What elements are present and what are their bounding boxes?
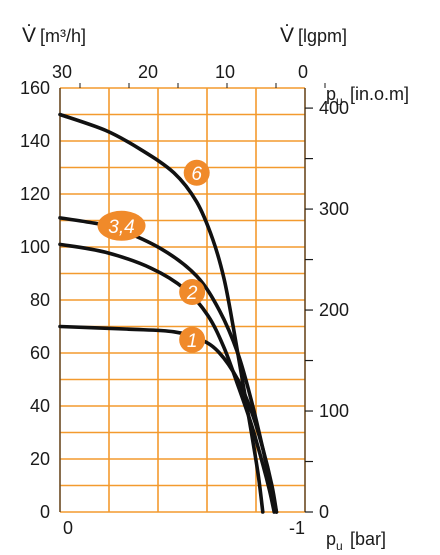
right-tick-label: 400: [319, 98, 349, 118]
pump-curve-6: [58, 112, 265, 514]
bottom-axis-title: p u [bar]: [326, 529, 386, 553]
left-tick-label: 20: [30, 449, 50, 469]
top-tick-label: 0: [298, 62, 308, 82]
left-tick-label: 160: [20, 78, 50, 98]
left-axis-unit: [m³/h]: [40, 26, 86, 46]
right-axis-title: p u [in.o.m]: [326, 84, 409, 108]
top-tick-label: 10: [215, 62, 235, 82]
curve-marker-badge: [183, 159, 210, 186]
left-tick-label: 0: [40, 502, 50, 522]
left-tick-label: 140: [20, 131, 50, 151]
curve-markers: 123,46: [97, 159, 210, 353]
curve-marker-2: 2: [179, 279, 206, 306]
right-tick-label: 0: [319, 502, 329, 522]
left-tick-label: 80: [30, 290, 50, 310]
left-tick-label: 60: [30, 343, 50, 363]
curve-marker-label: 2: [186, 283, 198, 304]
bottom-axis-unit: [bar]: [350, 529, 386, 549]
pump-curve-2: [58, 242, 276, 514]
pump-curve-3-4: [58, 216, 279, 514]
curve-marker-badge: [179, 279, 206, 306]
curve-marker-badge: [97, 210, 146, 241]
curve-marker-label: 1: [187, 331, 198, 352]
bottom-tick-label: 0: [63, 518, 73, 538]
top-right-axis-title: V̇ [lgpm]: [280, 24, 347, 47]
right-axis-symbol: p: [326, 84, 336, 104]
pump-curve-1: [58, 324, 279, 514]
top-left-axis-title: V̇ [m³/h]: [22, 24, 86, 47]
curve-marker-3-4: 3,4: [97, 210, 146, 241]
top-axis-unit: [lgpm]: [298, 26, 347, 46]
bottom-tick-label: -1: [289, 518, 305, 538]
pump-curves: [58, 112, 279, 514]
bottom-axis-symbol: p: [326, 529, 336, 549]
left-axis-flow-symbol: V̇: [22, 24, 36, 47]
top-tick-label: 30: [52, 62, 72, 82]
left-tick-label: 120: [20, 184, 50, 204]
right-axis-subscript: u: [336, 94, 343, 108]
top-tick-label: 20: [138, 62, 158, 82]
curve-marker-label: 3,4: [108, 217, 134, 238]
right-axis-unit: [in.o.m]: [350, 84, 409, 104]
curve-marker-label: 6: [191, 164, 202, 185]
right-tick-label: 100: [319, 401, 349, 421]
left-tick-label: 100: [20, 237, 50, 257]
right-tick-label: 300: [319, 199, 349, 219]
curve-marker-6: 6: [183, 159, 210, 186]
left-tick-label: 40: [30, 396, 50, 416]
top-axis-flow-symbol: V̇: [280, 24, 294, 47]
right-tick-label: 200: [319, 300, 349, 320]
curve-marker-badge: [179, 326, 206, 353]
curve-marker-1: 1: [179, 326, 206, 353]
bottom-axis-subscript: u: [336, 539, 343, 553]
